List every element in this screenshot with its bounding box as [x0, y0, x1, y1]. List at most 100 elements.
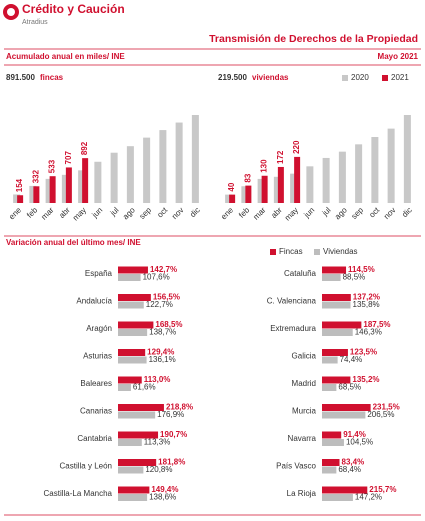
value-label: 176,9%	[157, 410, 184, 419]
value-label: 83,4%	[342, 458, 365, 467]
value-label: 187,5%	[363, 320, 390, 329]
bar	[322, 301, 351, 309]
value-label: 231,5%	[373, 403, 400, 412]
x-tick-label: jul	[320, 205, 333, 218]
bar	[322, 294, 351, 301]
x-tick-label: oct	[367, 205, 381, 219]
value-label: 533	[48, 159, 57, 173]
bar	[118, 321, 154, 329]
value-label: 149,4%	[151, 485, 178, 494]
value-label: 68,5%	[338, 383, 361, 392]
value-label: 122,7%	[146, 300, 173, 309]
value-label: 40	[227, 182, 236, 191]
bar	[241, 186, 249, 203]
bar	[159, 130, 167, 203]
value-label: 181,8%	[158, 458, 185, 467]
region-label: La Rioja	[287, 489, 317, 498]
bar	[118, 466, 144, 474]
value-label: 156,5%	[153, 293, 180, 302]
value-label: 123,5%	[350, 348, 377, 357]
section-title: Variación anual del último mes/ INE	[6, 238, 141, 247]
bar	[245, 185, 252, 203]
x-tick-label: ene	[219, 205, 235, 221]
x-tick-label: sep	[350, 205, 366, 221]
x-tick-label: jun	[90, 206, 105, 221]
x-tick-label: ene	[7, 205, 23, 221]
region-label: Andalucía	[76, 297, 112, 306]
region-label: Cataluña	[284, 269, 317, 278]
section-title: Acumulado anual en miles/ INE	[6, 52, 125, 61]
value-label: 135,8%	[353, 300, 380, 309]
value-label: 68,4%	[338, 465, 361, 474]
region-label: Galicia	[292, 352, 317, 361]
bar	[225, 194, 233, 203]
bar	[294, 156, 301, 203]
bar	[118, 384, 131, 391]
region-label: Cantabria	[77, 434, 112, 443]
bar	[13, 194, 21, 203]
value-label: 206,5%	[367, 410, 394, 419]
region-label: Murcia	[292, 407, 317, 416]
bar	[65, 167, 72, 203]
bar	[118, 494, 148, 501]
value-label: 137,2%	[353, 293, 380, 302]
bar	[118, 439, 142, 446]
bar	[175, 122, 183, 203]
value-label: 190,7%	[160, 430, 187, 439]
x-tick-label: feb	[237, 205, 252, 220]
value-label: 215,7%	[369, 485, 396, 494]
x-tick-label: may	[283, 206, 300, 223]
value-label: 168,5%	[155, 320, 182, 329]
bar	[118, 411, 156, 419]
bar	[94, 161, 102, 203]
total-value: 891.500	[6, 73, 35, 82]
x-tick-label: dic	[188, 206, 202, 220]
bar	[49, 176, 56, 203]
value-label: 91,4%	[343, 430, 366, 439]
bar	[306, 166, 314, 203]
x-tick-label: oct	[155, 205, 169, 219]
region-label: C. Valenciana	[267, 297, 317, 306]
region-label: España	[85, 269, 113, 278]
sub-brand: Atradius	[22, 19, 48, 26]
bar	[322, 459, 340, 466]
bar	[322, 431, 342, 439]
bar	[82, 158, 89, 203]
region-label: Aragón	[86, 324, 112, 333]
bar	[322, 376, 351, 384]
value-label: 172	[276, 150, 285, 164]
bar	[33, 186, 40, 203]
bar	[61, 174, 69, 203]
x-tick-label: abr	[57, 205, 72, 220]
bar	[118, 376, 142, 384]
bar	[355, 144, 363, 203]
bar	[118, 349, 146, 356]
x-tick-label: ago	[333, 205, 349, 221]
value-label: 138,6%	[149, 493, 176, 502]
bar	[143, 137, 151, 203]
bar	[261, 175, 268, 203]
bar	[322, 486, 368, 494]
bar	[322, 274, 341, 281]
value-label: 107,6%	[143, 273, 170, 282]
bar	[118, 329, 148, 336]
total-value: 219.500	[218, 73, 247, 82]
bar	[371, 137, 379, 203]
bar	[403, 115, 411, 203]
total-unit: viviendas	[252, 73, 289, 82]
x-tick-label: sep	[138, 205, 154, 221]
region-label: Navarra	[288, 434, 317, 443]
x-tick-label: nov	[382, 206, 397, 221]
value-label: 142,7%	[150, 265, 177, 274]
value-label: 61,6%	[133, 383, 156, 392]
logo-icon-inner	[7, 8, 15, 16]
legend-swatch	[270, 249, 276, 255]
bar	[29, 185, 37, 203]
value-label: 220	[292, 140, 301, 154]
bar	[118, 356, 147, 364]
value-label: 88,5%	[343, 273, 366, 282]
bar	[322, 356, 338, 364]
x-tick-label: mar	[251, 205, 267, 221]
bar	[322, 321, 362, 329]
bar	[277, 166, 284, 203]
